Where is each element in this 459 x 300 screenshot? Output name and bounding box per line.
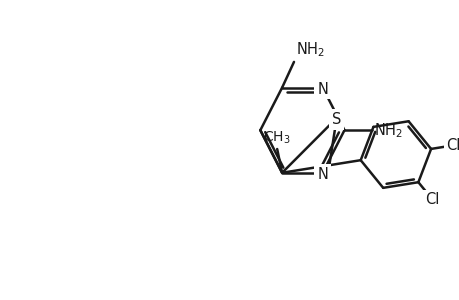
Text: NH$_2$: NH$_2$	[373, 121, 402, 140]
Text: CH$_3$: CH$_3$	[263, 130, 291, 146]
Text: N: N	[317, 82, 327, 97]
Text: N: N	[317, 167, 327, 182]
Text: Cl: Cl	[425, 192, 439, 207]
Text: S: S	[331, 112, 341, 127]
Text: Cl: Cl	[445, 138, 459, 153]
Text: NH$_2$: NH$_2$	[295, 40, 324, 59]
